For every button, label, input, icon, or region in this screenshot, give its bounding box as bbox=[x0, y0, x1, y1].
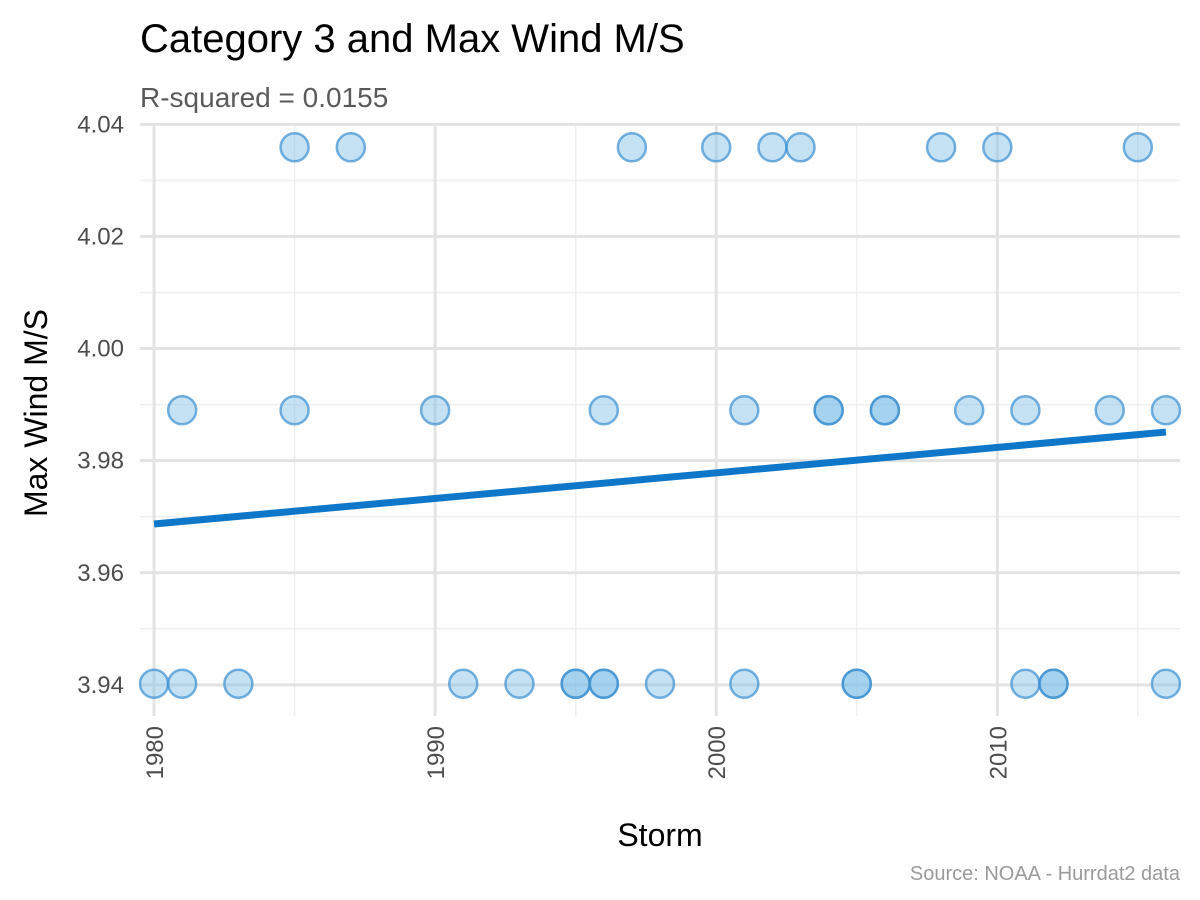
grid bbox=[140, 122, 1180, 716]
data-point bbox=[616, 132, 648, 163]
data-point bbox=[560, 668, 591, 699]
data-point bbox=[279, 394, 310, 426]
chart-subtitle: R-squared = 0.0155 bbox=[140, 82, 388, 113]
y-tick-label: 3.98 bbox=[77, 448, 124, 475]
data-point bbox=[419, 394, 451, 426]
y-tick-label: 3.94 bbox=[77, 672, 124, 699]
data-point bbox=[1010, 668, 1041, 699]
data-point bbox=[729, 668, 760, 699]
y-tick-label: 4.02 bbox=[77, 223, 124, 250]
data-point bbox=[841, 668, 873, 699]
y-axis-title: Max Wind M/S bbox=[18, 309, 54, 517]
chart-title: Category 3 and Max Wind M/S bbox=[140, 17, 685, 61]
data-point bbox=[279, 132, 310, 163]
data-point bbox=[166, 668, 198, 699]
y-tick-label: 3.96 bbox=[77, 560, 124, 587]
chart-caption: Source: NOAA - Hurrdat2 data bbox=[910, 863, 1181, 885]
data-point bbox=[982, 132, 1013, 163]
data-point bbox=[785, 132, 816, 163]
y-axis-ticks: 3.94 3.96 3.98 4.00 4.02 4.04 bbox=[77, 111, 124, 699]
data-point bbox=[729, 394, 760, 426]
data-point bbox=[138, 668, 170, 699]
x-tick-label: 2010 bbox=[985, 726, 1012, 779]
data-point bbox=[1094, 394, 1125, 426]
data-point bbox=[1038, 668, 1069, 699]
data-point bbox=[869, 394, 901, 426]
y-tick-label: 4.04 bbox=[77, 111, 124, 138]
x-axis-title: Storm bbox=[617, 817, 702, 853]
data-point bbox=[1150, 394, 1182, 426]
x-tick-label: 1990 bbox=[423, 726, 450, 779]
data-point bbox=[757, 132, 788, 163]
trend-line-group bbox=[153, 428, 1167, 528]
data-point bbox=[644, 668, 676, 699]
data-point bbox=[1010, 394, 1041, 426]
data-point bbox=[1150, 668, 1182, 699]
data-point bbox=[588, 668, 620, 699]
data-point bbox=[925, 132, 957, 163]
data-point bbox=[504, 668, 535, 699]
data-point bbox=[447, 668, 479, 699]
data-point bbox=[335, 132, 367, 163]
trend-line bbox=[153, 428, 1167, 528]
data-point bbox=[1122, 132, 1154, 163]
y-tick-label: 4.00 bbox=[77, 336, 124, 363]
data-point bbox=[813, 394, 844, 426]
data-point bbox=[588, 394, 620, 426]
x-tick-label: 1980 bbox=[142, 726, 169, 779]
points bbox=[138, 132, 1182, 699]
data-point bbox=[223, 668, 254, 699]
data-point bbox=[166, 394, 198, 426]
x-axis-ticks: 1980 1990 2000 2010 bbox=[142, 726, 1012, 779]
x-tick-label: 2000 bbox=[704, 726, 731, 779]
data-point bbox=[700, 132, 732, 163]
data-point bbox=[953, 394, 985, 426]
